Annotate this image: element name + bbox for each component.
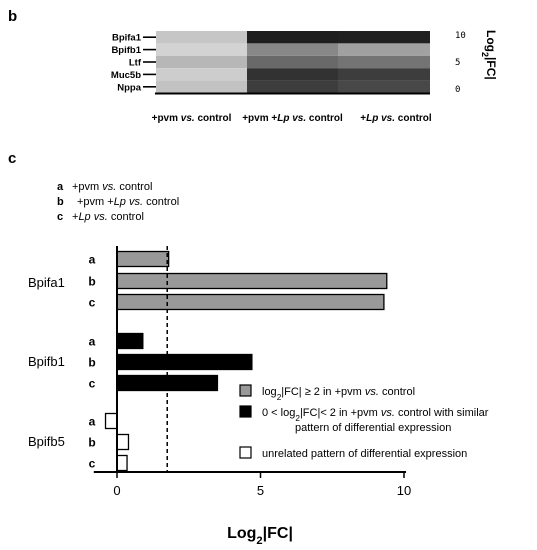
legend-text: 0 < log2|FC|< 2 in +pvm vs. control with… xyxy=(262,407,489,423)
bar-bpifb5-a xyxy=(104,412,118,430)
bar-bpifa1-a xyxy=(116,250,170,268)
heatmap-cell xyxy=(156,68,247,81)
gene-label: Bpifb5 xyxy=(28,434,65,449)
legend-swatch-gray xyxy=(239,384,252,397)
bar-letter: b xyxy=(88,436,95,450)
heatmap-cell xyxy=(156,31,247,44)
colorbar-label: Log2|FC| xyxy=(480,30,498,80)
bar-letter: c xyxy=(89,296,96,310)
heatmap-cell xyxy=(247,31,338,44)
condition-key-letter: c xyxy=(57,211,63,223)
bar-letter: b xyxy=(88,275,95,289)
heatmap-row-label: Bpifb1 xyxy=(111,45,141,56)
gene-label: Bpifb1 xyxy=(28,354,65,369)
heatmap-row-label: Ltf xyxy=(129,58,142,69)
heatmap-row-label: Bpifa1 xyxy=(112,33,142,44)
x-tick-label: 5 xyxy=(257,483,264,498)
bar-letter: c xyxy=(89,377,96,391)
heatmap-cell xyxy=(156,55,247,69)
heatmap-column-label: +pvm +Lp vs. control xyxy=(242,113,343,124)
bar-bpifb5-b xyxy=(116,433,130,451)
condition-key-text: +pvm vs. control xyxy=(72,181,152,193)
colorbar-tick-label: 10 xyxy=(455,31,466,41)
heatmap-row-label: Nppa xyxy=(117,82,141,93)
heatmap-cell xyxy=(338,31,430,44)
legend-text: unrelated pattern of differential expres… xyxy=(262,448,467,460)
condition-key-letter: a xyxy=(57,181,64,193)
heatmap-cell xyxy=(247,80,338,93)
colorbar-tick-label: 5 xyxy=(455,58,460,68)
heatmap-cell xyxy=(338,68,430,81)
bar-bpifb1-a xyxy=(116,332,144,350)
heatmap-cell xyxy=(338,43,430,56)
legend-swatch-white xyxy=(239,446,252,459)
bar-letter: a xyxy=(89,415,96,429)
x-axis-label: Log2|FC| xyxy=(227,525,293,547)
bar-bpifa1-b xyxy=(116,272,388,290)
heatmap-cell xyxy=(247,68,338,81)
bar-letter: a xyxy=(89,335,96,349)
colorbar-tick-label: 0 xyxy=(455,85,460,95)
bar-letter: a xyxy=(89,253,96,267)
bar-letter: b xyxy=(88,356,95,370)
bar-bpifb1-b xyxy=(116,353,253,371)
bar-chart: a +pvm vs. control b +pvm +Lp vs. control c +… xyxy=(28,181,489,547)
bar-bpifb5-c xyxy=(116,454,128,472)
heatmap-cell xyxy=(247,55,338,69)
heatmap-column-label: +Lp vs. control xyxy=(360,113,432,124)
condition-key-text: +pvm +Lp vs. control xyxy=(77,196,179,208)
heatmap-cell xyxy=(247,43,338,56)
legend-text-continuation: pattern of differential expression xyxy=(295,422,451,434)
heatmap-cell xyxy=(338,55,430,69)
heatmap-row-label: Muc5b xyxy=(111,70,141,81)
bar-letter: c xyxy=(89,457,96,471)
condition-key-letter: b xyxy=(57,196,64,208)
panel-letter-b: b xyxy=(8,8,17,25)
bar-bpifa1-c xyxy=(116,293,385,311)
legend-text: log2|FC| ≥ 2 in +pvm vs. control xyxy=(262,386,415,402)
panel-letter-c: c xyxy=(8,150,16,167)
heatmap-column-label: +pvm vs. control xyxy=(152,113,232,124)
legend-swatch-black xyxy=(239,405,252,418)
condition-key-text: +Lp vs. control xyxy=(72,211,144,223)
gene-label: Bpifa1 xyxy=(28,275,65,290)
x-tick-label: 10 xyxy=(397,483,411,498)
heatmap-cell xyxy=(338,80,430,93)
x-tick-label: 0 xyxy=(113,483,120,498)
heatmap-cell xyxy=(156,43,247,56)
heatmap-cell xyxy=(156,80,247,93)
